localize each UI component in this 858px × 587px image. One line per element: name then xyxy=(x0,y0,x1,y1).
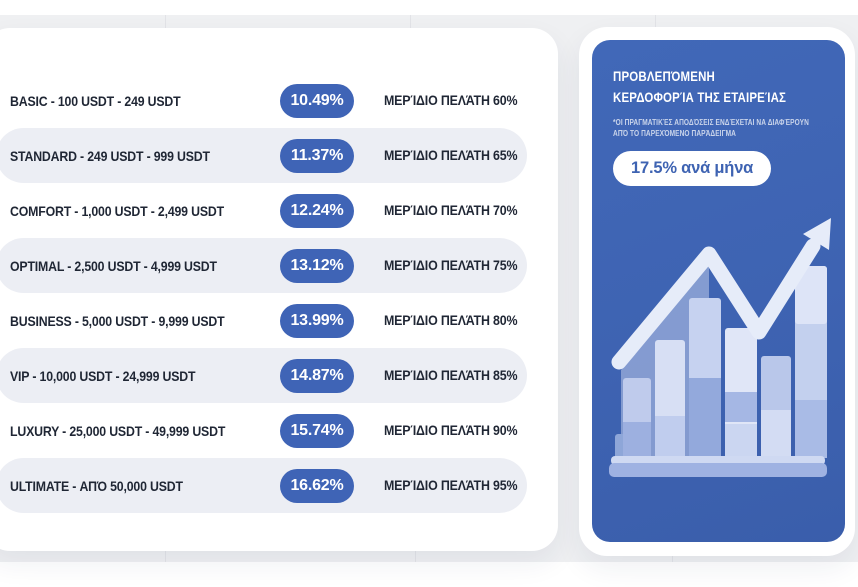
tier-row: OPTIMAL - 2,500 USDT - 4,999 USDT 13.12%… xyxy=(0,238,527,293)
tier-label: ULTIMATE - ΑΠΌ 50,000 USDT xyxy=(10,477,183,494)
tier-row: STANDARD - 249 USDT - 999 USDT 11.37% ΜΕ… xyxy=(0,128,527,183)
tier-row: COMFORT - 1,000 USDT - 2,499 USDT 12.24%… xyxy=(0,183,527,238)
profit-title-line1: ΠΡΟΒΛΕΠΌΜΕΝΗ xyxy=(613,68,716,84)
tier-label: BUSINESS - 5,000 USDT - 9,999 USDT xyxy=(10,312,225,329)
tier-row: ULTIMATE - ΑΠΌ 50,000 USDT 16.62% ΜΕΡΊΔΙ… xyxy=(0,458,527,513)
client-share-label: ΜΕΡΊΔΙΟ ΠΕΛΆΤΗ 60% xyxy=(384,93,518,108)
client-share-label: ΜΕΡΊΔΙΟ ΠΕΛΆΤΗ 95% xyxy=(384,478,518,493)
rate-badge: 15.74% xyxy=(280,413,354,448)
tier-table: BASIC - 100 USDT - 249 USDT 10.49% ΜΕΡΊΔ… xyxy=(0,73,558,513)
tier-row: LUXURY - 25,000 USDT - 49,999 USDT 15.74… xyxy=(0,403,527,458)
rate-badge: 11.37% xyxy=(280,138,354,173)
client-share-label: ΜΕΡΊΔΙΟ ΠΕΛΆΤΗ 75% xyxy=(384,258,518,273)
rate-badge: 13.12% xyxy=(280,248,354,283)
tier-row: BUSINESS - 5,000 USDT - 9,999 USDT 13.99… xyxy=(0,293,527,348)
client-share-label: ΜΕΡΊΔΙΟ ΠΕΛΆΤΗ 70% xyxy=(384,203,518,218)
profit-card-wrapper: ΠΡΟΒΛΕΠΌΜΕΝΗ ΚΕΡΔΟΦΟΡΊΑ ΤΗΣ ΕΤΑΙΡΕΊΑΣ *Ο… xyxy=(579,27,855,556)
client-share-label: ΜΕΡΊΔΙΟ ΠΕΛΆΤΗ 65% xyxy=(384,148,518,163)
divider-line xyxy=(415,551,416,562)
rate-badge: 12.24% xyxy=(280,193,354,228)
profit-card: ΠΡΟΒΛΕΠΌΜΕΝΗ ΚΕΡΔΟΦΟΡΊΑ ΤΗΣ ΕΤΑΙΡΕΊΑΣ *Ο… xyxy=(592,40,845,542)
divider-line xyxy=(655,15,656,28)
profit-disclaimer: *ΟΙ ΠΡΑΓΜΑΤΙΚΈΣ ΑΠΟΔΌΣΕΙΣ ΕΝΔΈΧΕΤΑΙ ΝΑ Δ… xyxy=(613,118,809,138)
tier-row: BASIC - 100 USDT - 249 USDT 10.49% ΜΕΡΊΔ… xyxy=(0,73,527,128)
divider-line xyxy=(165,551,166,562)
divider-line xyxy=(165,15,166,28)
rate-badge: 14.87% xyxy=(280,358,354,393)
tiers-card: BASIC - 100 USDT - 249 USDT 10.49% ΜΕΡΊΔ… xyxy=(0,28,558,551)
growth-chart-icon xyxy=(609,218,831,477)
client-share-label: ΜΕΡΊΔΙΟ ΠΕΛΆΤΗ 90% xyxy=(384,423,518,438)
tier-label: BASIC - 100 USDT - 249 USDT xyxy=(10,92,181,109)
tier-label: OPTIMAL - 2,500 USDT - 4,999 USDT xyxy=(10,257,217,274)
tier-label: COMFORT - 1,000 USDT - 2,499 USDT xyxy=(10,202,224,219)
monthly-rate-pill: 17.5% ανά μήνα xyxy=(613,151,772,186)
rate-badge: 16.62% xyxy=(280,468,354,503)
tier-label: STANDARD - 249 USDT - 999 USDT xyxy=(10,147,210,164)
adjacent-cards-bottom-edge xyxy=(0,562,858,587)
tier-row: VIP - 10,000 USDT - 24,999 USDT 14.87% Μ… xyxy=(0,348,527,403)
client-share-label: ΜΕΡΊΔΙΟ ΠΕΛΆΤΗ 85% xyxy=(384,368,518,383)
rate-badge: 13.99% xyxy=(280,303,354,338)
tier-label: LUXURY - 25,000 USDT - 49,999 USDT xyxy=(10,422,226,439)
client-share-label: ΜΕΡΊΔΙΟ ΠΕΛΆΤΗ 80% xyxy=(384,313,518,328)
divider-line xyxy=(672,551,673,562)
profit-card-title: ΠΡΟΒΛΕΠΌΜΕΝΗ ΚΕΡΔΟΦΟΡΊΑ ΤΗΣ ΕΤΑΙΡΕΊΑΣ xyxy=(613,66,825,108)
divider-line xyxy=(410,15,411,28)
profit-title-line2: ΚΕΡΔΟΦΟΡΊΑ ΤΗΣ ΕΤΑΙΡΕΊΑΣ xyxy=(613,89,787,105)
tier-label: VIP - 10,000 USDT - 24,999 USDT xyxy=(10,367,196,384)
rate-badge: 10.49% xyxy=(280,83,354,118)
